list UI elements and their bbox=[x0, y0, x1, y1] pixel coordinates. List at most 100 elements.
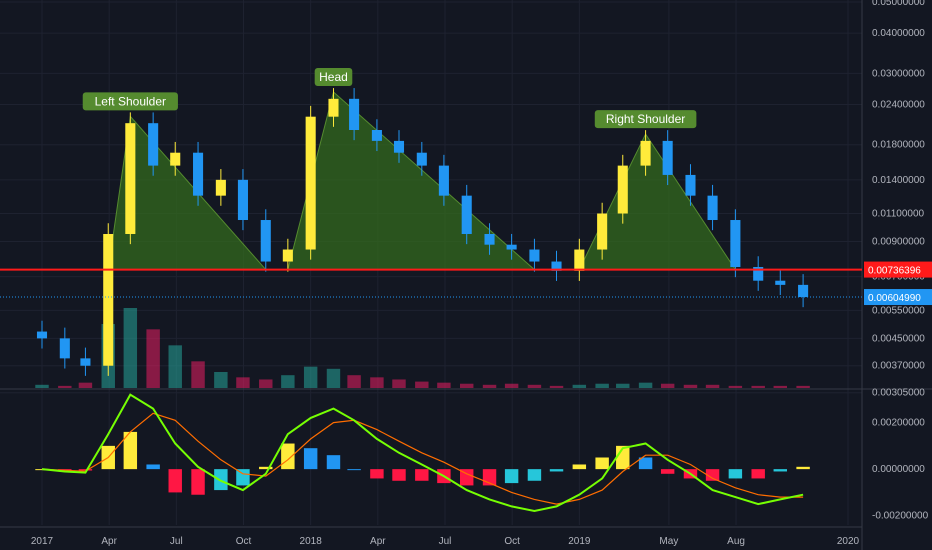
candle bbox=[753, 267, 764, 281]
annotation-label: Left Shoulder bbox=[95, 94, 166, 108]
price-tick-label: 0.05000000 bbox=[872, 0, 925, 8]
macd-signal-line bbox=[41, 412, 804, 505]
candle bbox=[640, 140, 651, 166]
macd-histogram-bar bbox=[572, 464, 587, 470]
candle bbox=[36, 331, 48, 339]
macd-histogram-bar bbox=[146, 464, 160, 470]
candle bbox=[597, 213, 608, 250]
time-axis: 2017 Apr Jul Oct 2018 Apr Jul Oct 2019 May Aug 2020 bbox=[31, 536, 860, 547]
price-tick-label: 0.01400000 bbox=[872, 175, 925, 186]
macd-histogram-bar bbox=[123, 431, 138, 470]
candle bbox=[103, 233, 114, 366]
candle bbox=[305, 116, 316, 250]
time-tick-label: Jul bbox=[439, 536, 452, 547]
macd-histogram-bar bbox=[638, 457, 653, 470]
volume-bar bbox=[35, 384, 49, 388]
macd-histogram-bar bbox=[236, 469, 250, 486]
candle bbox=[662, 140, 673, 175]
price-tick-label: 0.04000000 bbox=[872, 28, 925, 39]
time-tick-label: Apr bbox=[101, 536, 117, 547]
price-tick-label: 0.03000000 bbox=[872, 68, 925, 79]
last-price-tag-text: 0.00604990 bbox=[868, 293, 921, 304]
volume-bar bbox=[326, 368, 341, 388]
price-tick-label: 0.00450000 bbox=[872, 333, 925, 344]
time-tick-label: May bbox=[659, 536, 678, 547]
candle bbox=[328, 98, 339, 117]
price-tick-label: 0.00900000 bbox=[872, 237, 925, 248]
volume-bar bbox=[347, 375, 361, 388]
macd-histogram-bar bbox=[415, 469, 429, 481]
volume-bar bbox=[504, 383, 519, 388]
volume-bar bbox=[168, 345, 182, 388]
volume-bar bbox=[303, 366, 318, 388]
volume-bar bbox=[616, 383, 630, 388]
candle bbox=[393, 140, 405, 153]
candle bbox=[529, 249, 540, 262]
macd-histogram-bar bbox=[370, 469, 384, 479]
annotation-label: Right Shoulder bbox=[606, 112, 685, 126]
volume-bar bbox=[728, 385, 743, 388]
candle bbox=[59, 338, 70, 359]
macd-tick-label: 0.00000000 bbox=[872, 464, 925, 475]
last-price-tag bbox=[864, 289, 932, 306]
volume-bar bbox=[214, 372, 228, 388]
head-shoulders-pattern bbox=[107, 91, 737, 271]
macd-histogram-bar bbox=[595, 457, 609, 470]
volume-bar bbox=[705, 384, 720, 388]
volume-bar bbox=[146, 329, 160, 388]
macd-histogram-bar bbox=[459, 469, 474, 486]
volume-bar bbox=[773, 385, 787, 388]
candle bbox=[193, 152, 204, 196]
time-tick-label: 2018 bbox=[300, 536, 323, 547]
volume-bar bbox=[58, 385, 72, 388]
volume-bar bbox=[527, 384, 542, 388]
macd-tick-label: -0.00200000 bbox=[872, 511, 929, 522]
price-tick-label: 0.00305000 bbox=[872, 388, 925, 399]
macd-histogram-bar bbox=[705, 469, 720, 481]
candle bbox=[215, 179, 226, 196]
candle bbox=[775, 280, 786, 285]
candle bbox=[574, 249, 585, 271]
volume-bar bbox=[751, 385, 765, 388]
time-tick-label: Apr bbox=[370, 536, 386, 547]
macd-histogram-bar bbox=[168, 469, 182, 493]
volume-bar bbox=[123, 308, 138, 388]
candle bbox=[416, 152, 427, 166]
macd-histogram-bar bbox=[660, 469, 675, 474]
time-tick-label: Oct bbox=[236, 536, 252, 547]
candle bbox=[484, 233, 495, 245]
macd-pane: 0.00200000 0.00000000 -0.00200000 bbox=[35, 393, 929, 522]
price-axis: 0.05000000 0.04000000 0.03000000 0.02400000… bbox=[864, 0, 932, 399]
candle bbox=[125, 123, 136, 234]
candle bbox=[371, 130, 382, 141]
volume-bar bbox=[236, 377, 250, 388]
macd-histogram-bar bbox=[259, 466, 273, 470]
candle bbox=[282, 249, 293, 262]
candle bbox=[438, 165, 449, 196]
volume-bar bbox=[549, 385, 564, 388]
time-tick-label: 2020 bbox=[837, 536, 860, 547]
volume-bar bbox=[392, 379, 406, 388]
volume-bar bbox=[259, 379, 273, 388]
macd-histogram-bar bbox=[78, 469, 93, 471]
neckline-price-tag bbox=[864, 261, 932, 278]
candle bbox=[617, 165, 628, 214]
candle bbox=[260, 220, 271, 262]
candle bbox=[80, 358, 91, 366]
volume-series bbox=[35, 308, 810, 388]
volume-bar bbox=[572, 384, 587, 388]
volume-bar bbox=[660, 383, 675, 388]
volume-bar bbox=[191, 361, 205, 388]
volume-bar bbox=[370, 377, 384, 388]
macd-histogram-bar bbox=[347, 469, 361, 471]
price-tick-label: 0.02400000 bbox=[872, 100, 925, 111]
time-tick-label: 2019 bbox=[568, 536, 591, 547]
volume-bar bbox=[638, 382, 653, 388]
volume-bar bbox=[796, 385, 810, 388]
candle bbox=[148, 123, 159, 166]
price-tick-label: 0.00550000 bbox=[872, 305, 925, 316]
candle bbox=[551, 261, 562, 271]
price-tick-label: 0.01100000 bbox=[872, 209, 925, 220]
macd-histogram-bar bbox=[326, 455, 341, 470]
